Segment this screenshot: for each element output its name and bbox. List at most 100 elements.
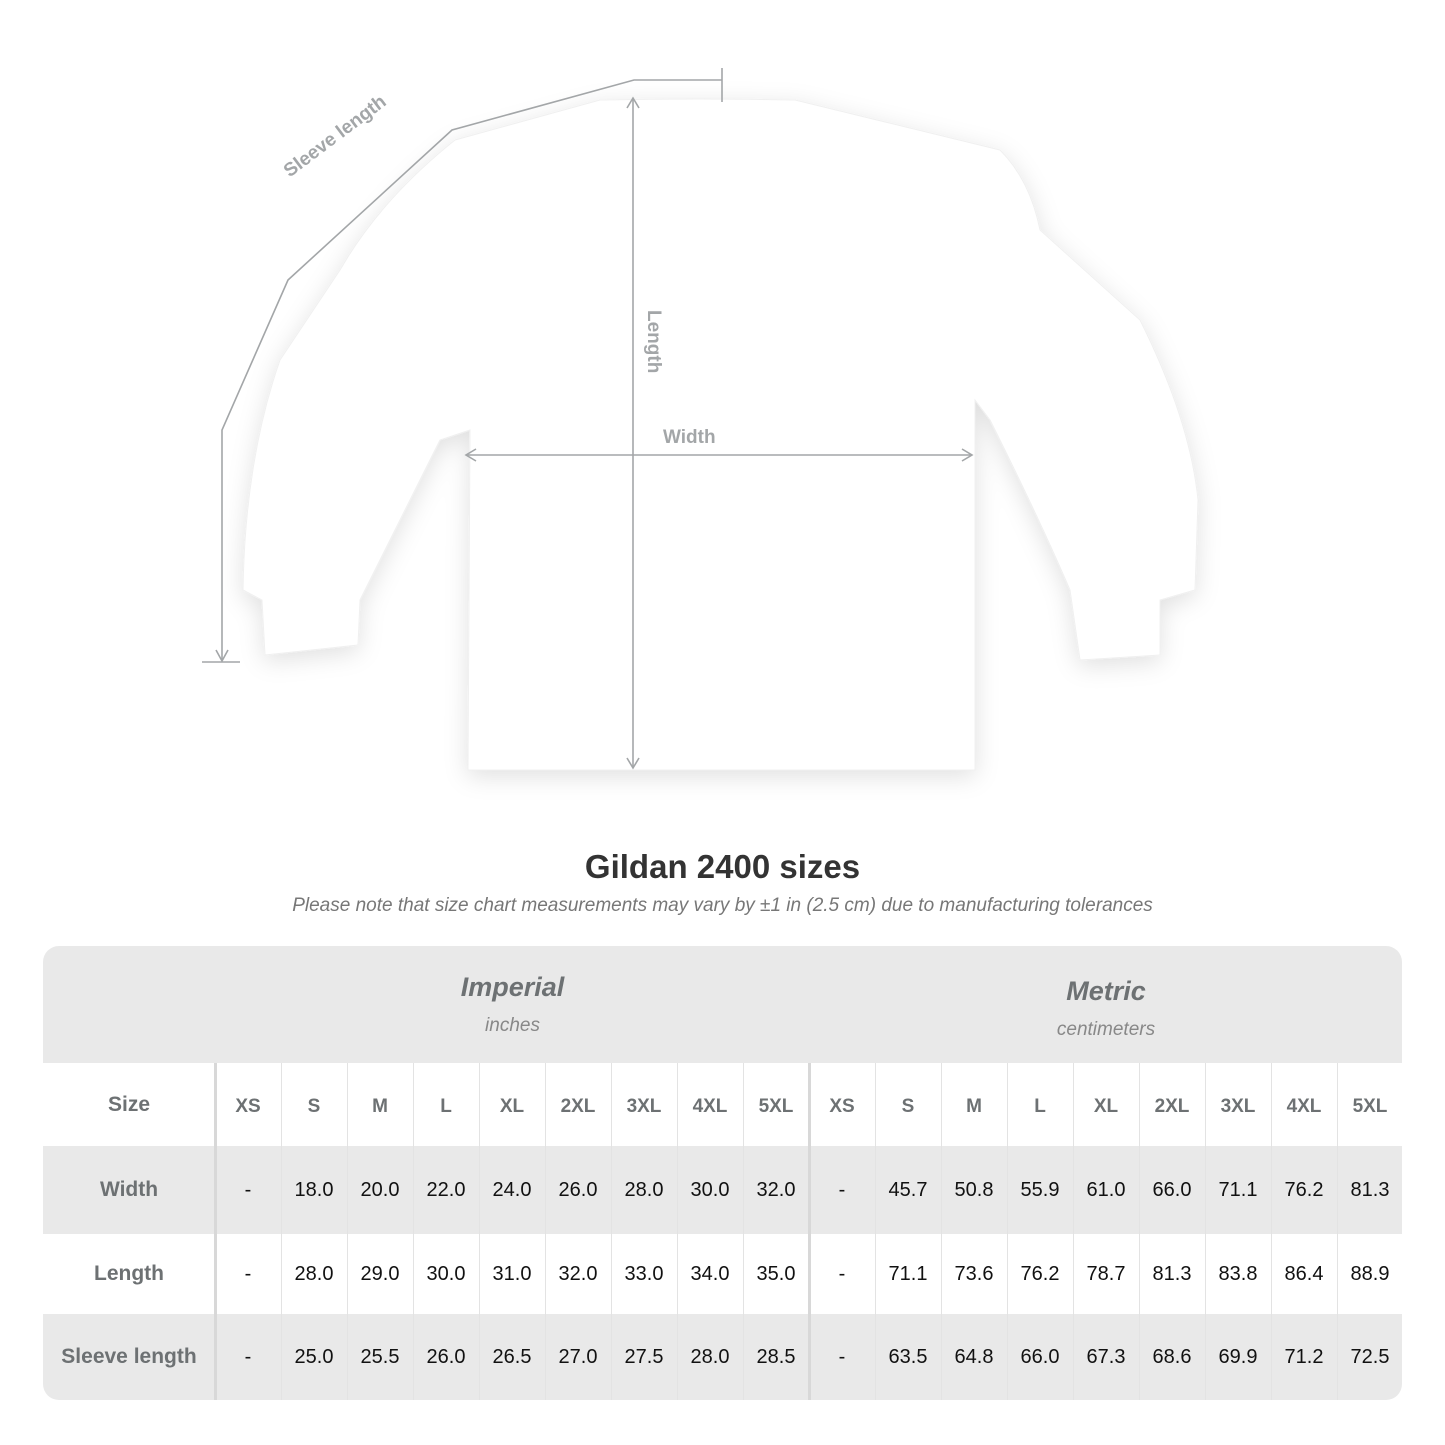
column-divider: [347, 1063, 348, 1400]
size-column-header: S: [307, 1095, 321, 1117]
imperial-value: 25.5: [360, 1345, 400, 1368]
metric-value: 86.4: [1284, 1262, 1324, 1285]
row-label: Sleeve length: [61, 1345, 197, 1368]
imperial-value: 34.0: [690, 1262, 730, 1285]
size-column-header: XS: [235, 1095, 261, 1117]
size-column-header: 2XL: [560, 1095, 596, 1117]
column-divider: [1139, 1063, 1140, 1400]
metric-value: 63.5: [888, 1345, 928, 1368]
metric-value: 69.9: [1218, 1345, 1258, 1368]
metric-value: 66.0: [1020, 1345, 1060, 1368]
imperial-value: 26.0: [426, 1345, 466, 1368]
size-column-header: 2XL: [1154, 1095, 1190, 1117]
imperial-value: 32.0: [558, 1262, 598, 1285]
metric-value: 71.2: [1284, 1345, 1324, 1368]
size-column-header: 4XL: [692, 1095, 728, 1117]
size-column-header: XL: [499, 1095, 525, 1117]
metric-value: 64.8: [954, 1345, 994, 1368]
imperial-unit: inches: [485, 1015, 540, 1036]
metric-value: 76.2: [1020, 1262, 1060, 1285]
imperial-value: 26.0: [558, 1178, 598, 1201]
imperial-title: Imperial: [460, 972, 565, 1002]
column-divider: [875, 1063, 876, 1400]
imperial-header: Imperial inches: [215, 972, 810, 1089]
imperial-value: 26.5: [492, 1345, 532, 1368]
size-column-header: L: [1034, 1095, 1046, 1117]
size-column-header: XS: [829, 1095, 855, 1117]
metric-value: 61.0: [1086, 1178, 1126, 1201]
metric-value: 76.2: [1284, 1178, 1324, 1201]
row-band: [43, 1314, 1402, 1400]
metric-value: 72.5: [1350, 1345, 1390, 1368]
length-label: Length: [643, 310, 664, 374]
sleeve-length-line: [221, 79, 722, 660]
metric-value: 81.3: [1350, 1178, 1390, 1201]
row-label: Width: [99, 1178, 159, 1201]
imperial-value: 31.0: [492, 1262, 532, 1285]
imperial-value: 32.0: [756, 1178, 796, 1201]
column-divider: [1337, 1063, 1338, 1400]
metric-value: -: [838, 1345, 846, 1368]
imperial-value: 18.0: [294, 1178, 334, 1201]
width-label: Width: [663, 427, 716, 448]
imperial-value: -: [244, 1345, 252, 1368]
imperial-value: -: [244, 1178, 252, 1201]
column-divider: [611, 1063, 612, 1400]
metric-value: 71.1: [1218, 1178, 1258, 1201]
imperial-value: -: [244, 1262, 252, 1285]
size-table: Imperial inches Metric centimeters Size X…: [43, 946, 1402, 1400]
imperial-value: 27.5: [624, 1345, 664, 1368]
size-column-header: 5XL: [1352, 1095, 1388, 1117]
tolerance-note: Please note that size chart measurements…: [292, 895, 1153, 916]
row-band: [43, 1146, 1402, 1234]
metric-value: 67.3: [1086, 1345, 1126, 1368]
size-column-header: 4XL: [1286, 1095, 1322, 1117]
imperial-value: 28.0: [624, 1178, 664, 1201]
imperial-value: 30.0: [426, 1262, 466, 1285]
row-label: Length: [94, 1262, 164, 1285]
metric-value: 66.0: [1152, 1178, 1192, 1201]
column-divider: [1073, 1063, 1074, 1400]
chart-title: Gildan 2400 sizes: [584, 848, 861, 885]
column-divider: [281, 1063, 282, 1400]
metric-value: 78.7: [1086, 1262, 1126, 1285]
column-divider: [743, 1063, 744, 1400]
metric-value: 88.9: [1350, 1262, 1390, 1285]
size-column-header: 3XL: [626, 1095, 662, 1117]
metric-value: 81.3: [1152, 1262, 1192, 1285]
column-divider: [808, 1063, 811, 1400]
imperial-value: 35.0: [756, 1262, 796, 1285]
imperial-value: 28.0: [294, 1262, 334, 1285]
imperial-value: 25.0: [294, 1345, 334, 1368]
metric-value: 55.9: [1020, 1178, 1060, 1201]
metric-title: Metric: [1066, 976, 1146, 1006]
imperial-value: 29.0: [360, 1262, 400, 1285]
size-column-header: 5XL: [758, 1095, 794, 1117]
metric-value: 71.1: [888, 1262, 928, 1285]
size-header: Size: [107, 1092, 151, 1116]
metric-value: -: [838, 1262, 846, 1285]
metric-value: 83.8: [1218, 1262, 1258, 1285]
imperial-value: 20.0: [360, 1178, 400, 1201]
column-divider: [941, 1063, 942, 1400]
metric-header: Metric centimeters: [810, 976, 1402, 1093]
size-column-header: 3XL: [1220, 1095, 1256, 1117]
imperial-value: 28.0: [690, 1345, 730, 1368]
column-divider: [413, 1063, 414, 1400]
column-divider: [1271, 1063, 1272, 1400]
imperial-value: 28.5: [756, 1345, 796, 1368]
column-divider: [1205, 1063, 1206, 1400]
imperial-value: 24.0: [492, 1178, 532, 1201]
column-divider: [479, 1063, 480, 1400]
imperial-value: 33.0: [624, 1262, 664, 1285]
imperial-value: 27.0: [558, 1345, 598, 1368]
imperial-value: 22.0: [426, 1178, 466, 1201]
shirt-diagram: [202, 68, 1199, 771]
metric-value: 45.7: [888, 1178, 928, 1201]
size-column-header: S: [901, 1095, 915, 1117]
header-band: [43, 946, 1402, 1063]
column-divider: [677, 1063, 678, 1400]
size-column-header: L: [440, 1095, 452, 1117]
size-column-header: M: [966, 1095, 982, 1117]
